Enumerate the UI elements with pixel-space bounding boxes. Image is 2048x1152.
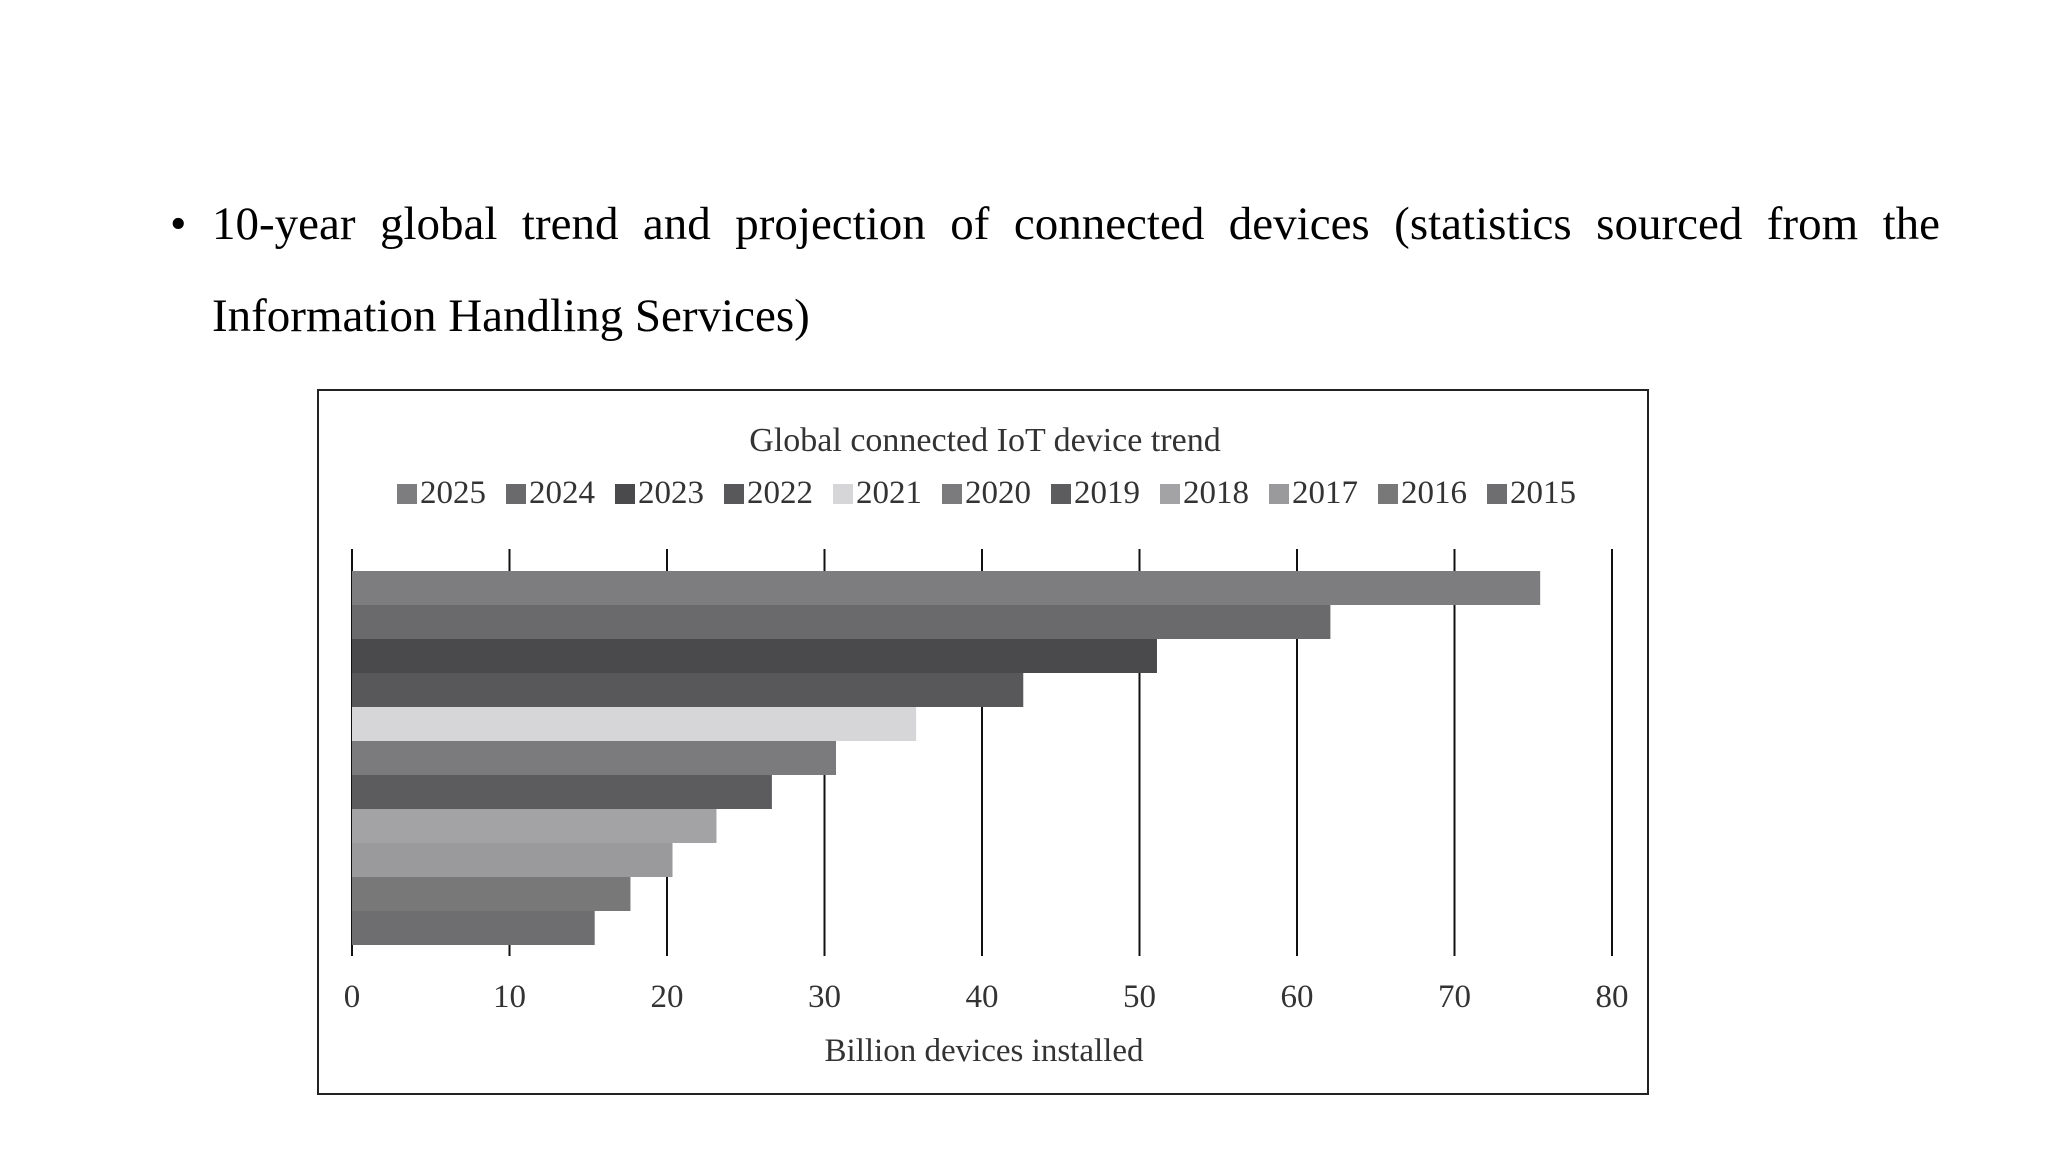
legend-item-2017: 2017	[1269, 475, 1358, 511]
x-tick-label-0: 0	[344, 979, 361, 1015]
bar-2022	[352, 673, 1024, 707]
legend-item-2022: 2022	[724, 475, 813, 511]
legend-item-2024: 2024	[506, 475, 595, 511]
legend-swatch-2022	[724, 484, 744, 504]
bullet-text: 10-year global trend and projection of c…	[212, 198, 1940, 342]
bullet-marker: •	[170, 198, 187, 250]
legend-item-2015: 2015	[1487, 475, 1576, 511]
legend-label-2025: 2025	[420, 475, 486, 511]
legend-label-2021: 2021	[856, 475, 922, 511]
chart-frame: Global connected IoT device trend 2025 20…	[317, 389, 1649, 1095]
chart-title: Global connected IoT device trend	[749, 422, 1220, 459]
legend-swatch-2023	[615, 484, 635, 504]
x-tick-label-50: 50	[1123, 979, 1156, 1015]
legend-item-2016: 2016	[1378, 475, 1467, 511]
legend-swatch-2024	[506, 484, 526, 504]
x-tick-label-80: 80	[1596, 979, 1629, 1015]
x-tick-label-70: 70	[1438, 979, 1471, 1015]
bar-2020	[352, 741, 836, 775]
bar-2018	[352, 809, 717, 843]
bar-2023	[352, 639, 1157, 673]
legend-swatch-2017	[1269, 484, 1289, 504]
bullet-item: • 10-year global trend and projection of…	[170, 178, 1940, 362]
bar-2021	[352, 707, 917, 741]
bar-2015	[352, 911, 595, 945]
legend-label-2016: 2016	[1401, 475, 1467, 511]
iot-device-bar-chart: Global connected IoT device trend 2025 20…	[344, 422, 1629, 1069]
x-tick-label-30: 30	[808, 979, 841, 1015]
bar-2024	[352, 605, 1331, 639]
legend-item-2018: 2018	[1160, 475, 1249, 511]
legend-swatch-2025	[397, 484, 417, 504]
legend-label-2017: 2017	[1292, 475, 1358, 511]
legend-swatch-2016	[1378, 484, 1398, 504]
x-tick-label-10: 10	[493, 979, 526, 1015]
x-axis-tick-labels: 0 10 20 30 40 50 60 70 80	[344, 979, 1629, 1015]
legend-item-2019: 2019	[1051, 475, 1140, 511]
legend-swatch-2018	[1160, 484, 1180, 504]
legend-item-2023: 2023	[615, 475, 704, 511]
legend-swatch-2019	[1051, 484, 1071, 504]
bar-2025	[352, 571, 1541, 605]
bar-2019	[352, 775, 772, 809]
chart-legend: 2025 2024 2023 2022 2021 2020 2019 2018 2017 2016…	[397, 475, 1576, 511]
legend-label-2019: 2019	[1074, 475, 1140, 511]
bar-2017	[352, 843, 673, 877]
legend-swatch-2021	[833, 484, 853, 504]
x-tick-label-40: 40	[966, 979, 999, 1015]
legend-swatch-2015	[1487, 484, 1507, 504]
chart-bars	[352, 571, 1541, 945]
legend-label-2022: 2022	[747, 475, 813, 511]
legend-item-2025: 2025	[397, 475, 486, 511]
legend-item-2020: 2020	[942, 475, 1031, 511]
legend-label-2024: 2024	[529, 475, 595, 511]
x-tick-label-60: 60	[1281, 979, 1314, 1015]
x-tick-label-20: 20	[651, 979, 684, 1015]
legend-item-2021: 2021	[833, 475, 922, 511]
legend-label-2020: 2020	[965, 475, 1031, 511]
x-axis-label: Billion devices installed	[825, 1033, 1144, 1069]
legend-swatch-2020	[942, 484, 962, 504]
legend-label-2023: 2023	[638, 475, 704, 511]
legend-label-2018: 2018	[1183, 475, 1249, 511]
bar-2016	[352, 877, 631, 911]
legend-label-2015: 2015	[1510, 475, 1576, 511]
